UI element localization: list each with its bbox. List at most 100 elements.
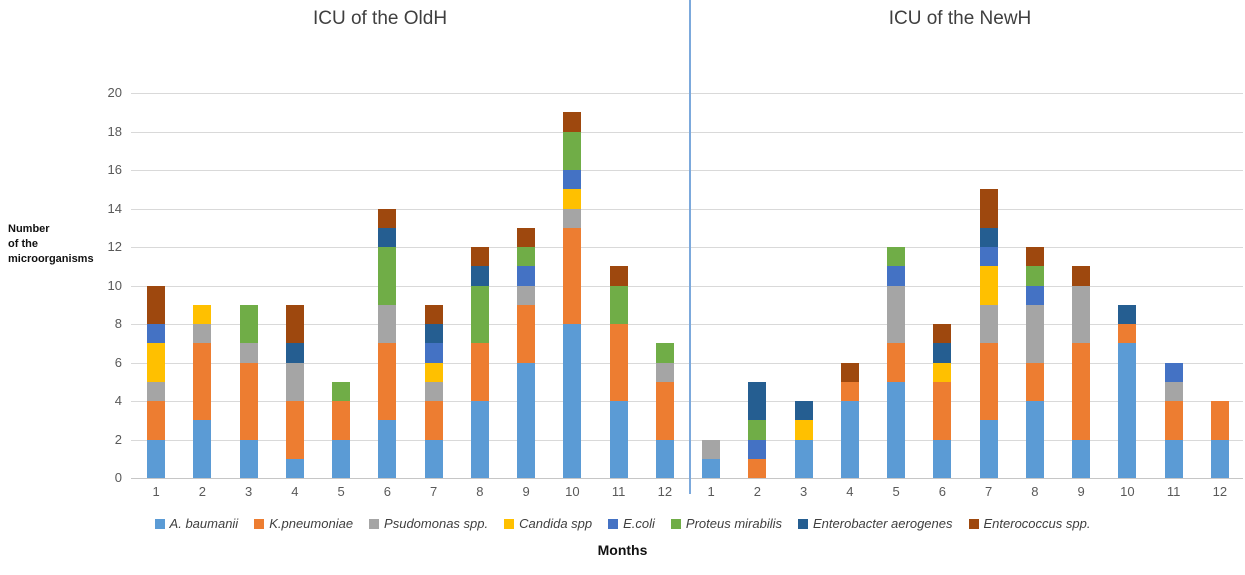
y-tick-label: 14 [107,200,122,216]
bar-column [549,93,595,478]
bar-column [457,93,503,478]
bar-column [642,93,688,478]
bar-column [966,93,1012,478]
x-tick-label: 6 [383,484,391,499]
x-axis-labels-newh: 1 2 3 4 5 6 7 8 9 10 11 12 [688,484,1243,499]
bar-segment [655,439,674,478]
stacked-bar [517,227,536,478]
bar-segment [1072,285,1091,344]
bar-segment [470,266,489,286]
bar-segment [239,304,258,344]
bar-column [688,93,734,478]
bar-segment [979,304,998,344]
bar-column [734,93,780,478]
bar-column [873,93,919,478]
y-tick-label: 10 [107,277,122,293]
x-tick-label: 11 [611,484,626,499]
bar-segment [748,420,767,440]
bar-segment [1025,304,1044,363]
bar-segment [424,324,443,344]
bar-segment [979,343,998,421]
legend: A. baumanii K.pneumoniae Psudomonas spp. Ca… [0,516,1245,531]
x-tick-label: 6 [938,484,946,499]
bar-segment [378,247,397,305]
bar-segment [1025,362,1044,401]
x-tick-label: 4 [846,484,854,499]
legend-swatch [670,518,681,529]
stacked-bar [1210,401,1229,478]
bar-segment [378,343,397,421]
stacked-bar [655,343,674,478]
bar-segment [147,381,166,401]
bar-column [596,93,642,478]
bar-segment [609,324,628,401]
stacked-bar [702,439,721,478]
bar-segment [332,439,351,478]
bar-segment [887,285,906,344]
legend-swatch [798,518,809,529]
bar-segment [239,362,258,440]
bar-segment [1072,266,1091,286]
y-tick-label: 12 [107,239,122,254]
bar-segment [332,401,351,440]
bar-segment [424,439,443,478]
bar-segment [285,343,304,363]
gridline [131,93,1243,94]
x-tick-label: 4 [291,484,299,499]
gridline [131,439,1243,441]
stacked-bar [239,304,258,478]
stacked-bar [933,324,952,478]
bar-segment [378,227,397,247]
x-tick-label: 11 [1166,484,1181,499]
chart-separator-line [689,0,691,494]
x-tick-label: 5 [892,484,900,499]
bar-segment [285,458,304,478]
bar-segment [1025,401,1044,478]
x-tick-label: 7 [430,484,438,499]
x-tick-label: 9 [1077,484,1085,499]
legend-item: Candida spp [504,516,592,531]
bar-segment [609,401,628,478]
legend-item: Enterobacter aerogenes [798,516,953,531]
legend-swatch [254,518,265,529]
stacked-bar [1164,362,1183,478]
stacked-bar [840,362,859,478]
stacked-bar [1072,266,1091,478]
bar-segment [1164,401,1183,440]
gridline [131,170,1243,171]
bar-segment [933,343,952,363]
x-axis-line [131,478,1243,479]
stacked-bar [979,189,998,478]
bar-segment [933,324,952,344]
bar-segment [193,304,212,324]
y-tick-label: 20 [107,85,122,100]
x-axis-title: Months [597,542,648,558]
bar-segment [147,324,166,344]
bar-column [318,93,364,478]
legend-label: Enterobacter aerogenes [813,516,953,531]
bar-segment [517,362,536,478]
gridline [131,324,1243,325]
legend-swatch [154,518,165,529]
x-tick-label: 12 [1212,484,1228,499]
chart-title-oldh: ICU of the OldH [312,8,448,29]
bar-segment [147,439,166,478]
bar-segment [239,439,258,478]
bar-segment [979,189,998,228]
bar-segment [517,266,536,286]
stacked-bar [563,112,582,478]
y-tick-label: 6 [114,354,122,370]
bar-segment [979,247,998,267]
y-tick-label: 18 [107,123,122,139]
legend-label: E.coli [623,516,655,531]
bar-segment [887,343,906,382]
bar-segment [1164,362,1183,382]
bar-segment [424,381,443,401]
bar-segment [424,343,443,363]
bar-segment [933,439,952,478]
bar-segment [840,401,859,478]
bar-segment [563,189,582,209]
legend-swatch [369,518,380,529]
x-tick-label: 3 [800,484,808,499]
bar-column [1197,93,1243,478]
